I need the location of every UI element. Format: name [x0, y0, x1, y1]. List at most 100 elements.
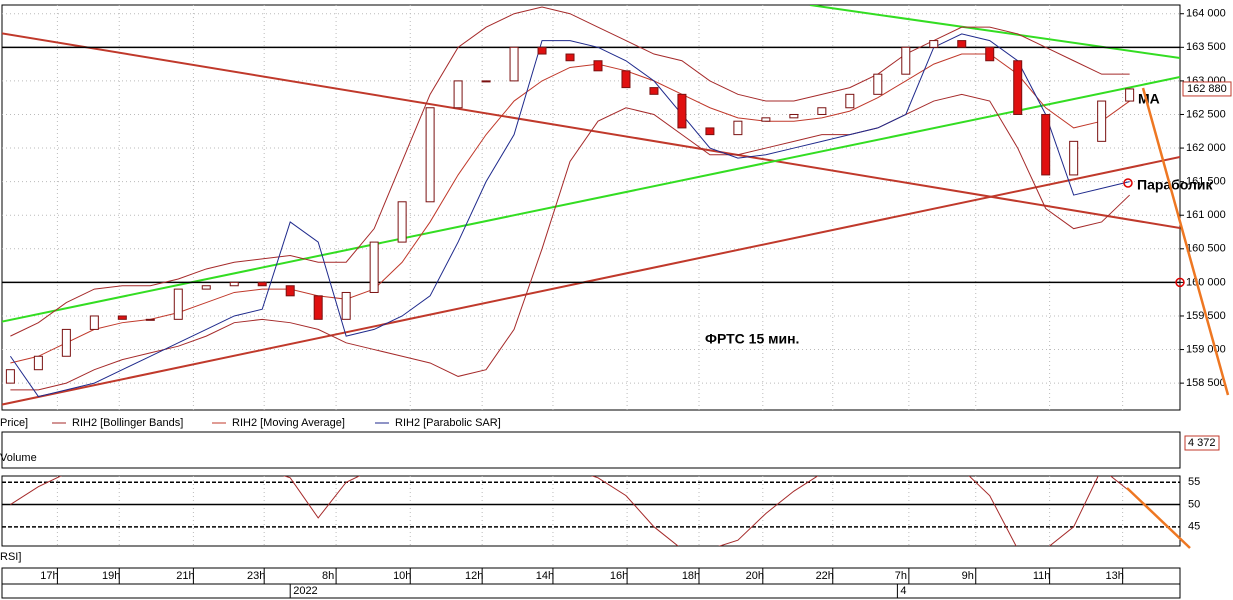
- date-label: 4: [900, 585, 906, 597]
- y-tick-label: 161 000: [1186, 209, 1226, 221]
- marker: [1123, 178, 1133, 188]
- candle-body: [1125, 88, 1135, 102]
- volume-label: 4 372: [1188, 437, 1216, 449]
- candle-body: [481, 80, 491, 83]
- candle-body: [145, 318, 155, 321]
- x-tick-label: 19h: [102, 570, 120, 582]
- candle-body: [873, 73, 883, 95]
- y-tick-label: 50: [1188, 498, 1200, 510]
- candle-body: [397, 201, 407, 243]
- volume-pane: [1, 431, 1181, 469]
- x-tick-label: 18h: [682, 570, 700, 582]
- candle-body: [565, 53, 575, 62]
- candle-body: [537, 46, 547, 55]
- arrow: [1126, 487, 1191, 549]
- indicator-line: [10, 6, 1130, 337]
- y-tick-label: 55: [1188, 476, 1200, 488]
- legend-entry: RIH2 [Moving Average]: [232, 417, 345, 429]
- rsi-pane: [1, 475, 1181, 547]
- y-tick-label: 45: [1188, 521, 1200, 533]
- last-price-box: [1182, 81, 1232, 97]
- legend-entry: RIH2 [Bollinger Bands]: [72, 417, 183, 429]
- trend-line: [809, 5, 1180, 59]
- x-tick-label: 12h: [465, 570, 483, 582]
- trend-line: [2, 156, 1180, 406]
- candle-body: [705, 127, 715, 136]
- x-tick-label: 22h: [816, 570, 834, 582]
- candle-body: [1041, 113, 1051, 176]
- indicator-line: [10, 53, 1130, 364]
- arrow: [1141, 87, 1230, 396]
- legend-entry: Price]: [0, 417, 28, 429]
- candle-body: [1013, 60, 1023, 115]
- last-price-label: 162 880: [1187, 83, 1227, 95]
- x-tick-label: 17h: [40, 570, 58, 582]
- x-tick-label: 13h: [1105, 570, 1123, 582]
- pane-label: Volume: [0, 452, 37, 464]
- x-tick-label: 23h: [247, 570, 265, 582]
- candle-body: [425, 107, 435, 203]
- candle-body: [89, 315, 99, 330]
- x-tick-label: 21h: [176, 570, 194, 582]
- candle-body: [733, 120, 743, 136]
- candle-body: [201, 285, 211, 290]
- candle-body: [621, 70, 631, 89]
- indicator-line: [10, 93, 1130, 391]
- x-tick-label: 7h: [895, 570, 907, 582]
- x-tick-label: 20h: [746, 570, 764, 582]
- candle-body: [341, 291, 351, 320]
- pane-label: RSI]: [0, 551, 21, 563]
- candle-body: [313, 295, 323, 320]
- candle-body: [117, 315, 127, 320]
- price-pane: [1, 4, 1181, 411]
- candle-body: [929, 40, 939, 48]
- candle-body: [453, 80, 463, 109]
- candle-body: [1097, 100, 1107, 142]
- candle-body: [5, 369, 15, 384]
- candle-body: [845, 93, 855, 109]
- candle-body: [33, 355, 43, 371]
- annotation: ФРТС 15 мин.: [705, 331, 799, 347]
- x-tick-label: 10h: [393, 570, 411, 582]
- candle-body: [761, 117, 771, 122]
- x-tick-label: 11h: [1033, 570, 1051, 582]
- y-tick-label: 162 000: [1186, 142, 1226, 154]
- candle-body: [61, 328, 71, 357]
- y-tick-label: 160 500: [1186, 243, 1226, 255]
- x-tick-label: 16h: [610, 570, 628, 582]
- annotation: МА: [1138, 91, 1160, 107]
- candle-body: [817, 107, 827, 115]
- y-tick-label: 163 500: [1186, 41, 1226, 53]
- date-label: 2022: [293, 585, 317, 597]
- candle-body: [285, 285, 295, 297]
- candle-body: [957, 40, 967, 48]
- candle-body: [649, 87, 659, 95]
- y-tick-label: 162 500: [1186, 108, 1226, 120]
- marker: [1175, 277, 1185, 288]
- x-tick-label: 8h: [322, 570, 334, 582]
- y-tick-label: 158 500: [1186, 377, 1226, 389]
- trend-line: [2, 32, 1180, 229]
- x-tick-label: 9h: [962, 570, 974, 582]
- candle-body: [509, 46, 519, 82]
- candle-body: [369, 241, 379, 293]
- y-tick-label: 159 000: [1186, 343, 1226, 355]
- candle-body: [789, 113, 799, 119]
- candle-body: [677, 93, 687, 129]
- y-tick-label: 161 500: [1186, 176, 1226, 188]
- y-tick-label: 164 000: [1186, 8, 1226, 20]
- candle-body: [1069, 140, 1079, 176]
- candle-body: [229, 281, 239, 287]
- candle-body: [985, 46, 995, 62]
- candle-body: [173, 288, 183, 320]
- candle-body: [901, 46, 911, 75]
- volume-box: [1184, 435, 1220, 451]
- indicator-line: [9, 33, 1130, 398]
- trend-line: [2, 76, 1180, 323]
- legend-entry: RIH2 [Parabolic SAR]: [395, 417, 501, 429]
- annotation: Параболик: [1137, 177, 1214, 193]
- time-axis: [1, 567, 1181, 599]
- y-tick-label: 160 000: [1186, 276, 1226, 288]
- candle-body: [593, 60, 603, 72]
